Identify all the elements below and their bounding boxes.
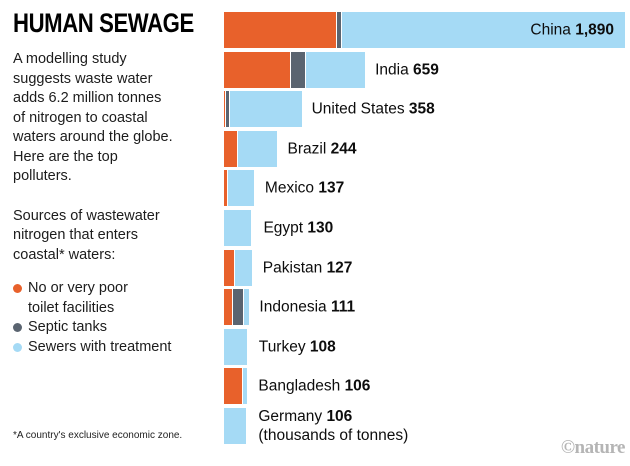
bar-row-turkey: Turkey 108	[224, 328, 623, 365]
page-title: HUMAN SEWAGE	[13, 8, 194, 38]
blue-dot-icon	[13, 342, 22, 352]
segment-no-toilet	[224, 51, 290, 88]
segment-sewer	[305, 51, 366, 88]
footnote: *A country's exclusive economic zone.	[13, 430, 183, 441]
bar	[224, 170, 623, 207]
bar-label: Pakistan 127	[262, 259, 353, 277]
segment-septic	[336, 12, 342, 48]
bar-label: China 1,890	[530, 21, 614, 39]
bar	[224, 407, 623, 444]
bar-row-indonesia: Indonesia 111	[224, 289, 623, 326]
bar	[224, 328, 623, 365]
bar	[224, 289, 623, 326]
bar-label: Indonesia 111	[259, 298, 356, 316]
bar	[224, 368, 623, 405]
segment-no-toilet	[224, 170, 227, 207]
bar-label: Brazil 244	[287, 140, 357, 158]
bar-label: India 659	[375, 61, 439, 79]
legend: No or very poor toilet facilities Septic…	[13, 279, 218, 357]
segment-sewer	[242, 368, 248, 405]
segment-no-toilet	[224, 130, 237, 167]
bar-label: United States 358	[311, 100, 435, 118]
bar	[224, 209, 623, 246]
segment-sewer	[224, 328, 247, 365]
legend-label: Septic tanks	[28, 319, 107, 335]
nature-watermark: ©nature	[560, 437, 626, 458]
legend-item-septic: Septic tanks	[13, 318, 218, 338]
segment-septic	[290, 51, 305, 88]
bar-row-mexico: Mexico 137	[224, 170, 623, 207]
legend-label: Sewers with treatment	[28, 338, 172, 355]
orange-dot-icon	[13, 284, 22, 293]
bar-row-brazil: Brazil 244	[224, 130, 623, 167]
bar-label: Mexico 137	[264, 179, 345, 197]
bar	[224, 130, 623, 167]
segment-sewer	[237, 130, 277, 167]
legend-item-no-toilet: No or very poor toilet facilities	[13, 279, 218, 318]
unit-note: (thousands of tonnes)	[258, 426, 409, 444]
bar-row-germany: Germany 106 (thousands of tonnes)	[224, 407, 623, 444]
bar-label: Germany 106 (thousands of tonnes)	[258, 407, 409, 444]
left-column: HUMAN SEWAGE A modelling study suggests …	[13, 8, 218, 357]
segment-no-toilet	[224, 249, 234, 286]
bar-row-pakistan: Pakistan 127	[224, 249, 623, 286]
legend-item-sewer: Sewers with treatment	[13, 338, 218, 358]
segment-septic	[233, 289, 243, 326]
segment-septic	[226, 91, 229, 128]
bar-label: Turkey 108	[258, 338, 336, 356]
bar	[224, 12, 625, 48]
segment-no-toilet	[224, 368, 242, 405]
segment-sewer	[234, 249, 252, 286]
segment-sewer	[229, 91, 302, 128]
segment-sewer	[342, 12, 625, 48]
segment-sewer	[224, 407, 247, 444]
segment-sewer	[243, 289, 250, 326]
segment-sewer	[224, 209, 252, 246]
bar-row-egypt: Egypt 130	[224, 209, 623, 246]
segment-no-toilet	[224, 12, 336, 48]
sources-label: Sources of wastewater nitrogen that ente…	[13, 207, 160, 263]
bar-label: Egypt 130	[263, 219, 334, 237]
stacked-bar-chart: China 1,890 India 659 United States 358 Bra…	[224, 12, 625, 444]
intro-text: A modelling study suggests waste water a…	[13, 51, 173, 184]
legend-label: No or very poor toilet facilities	[28, 280, 128, 316]
bar	[224, 91, 623, 128]
bar	[224, 249, 623, 286]
segment-no-toilet	[224, 91, 226, 128]
bar-row-china: China 1,890	[224, 12, 625, 48]
bar-row-india: India 659	[224, 51, 623, 88]
segment-sewer	[227, 170, 254, 207]
bar-label: Bangladesh 106	[258, 377, 371, 395]
gray-dot-icon	[13, 323, 22, 332]
bar	[224, 51, 623, 88]
bar-row-united-states: United States 358	[224, 91, 623, 128]
segment-no-toilet	[224, 289, 233, 326]
bar-row-bangladesh: Bangladesh 106	[224, 368, 623, 405]
